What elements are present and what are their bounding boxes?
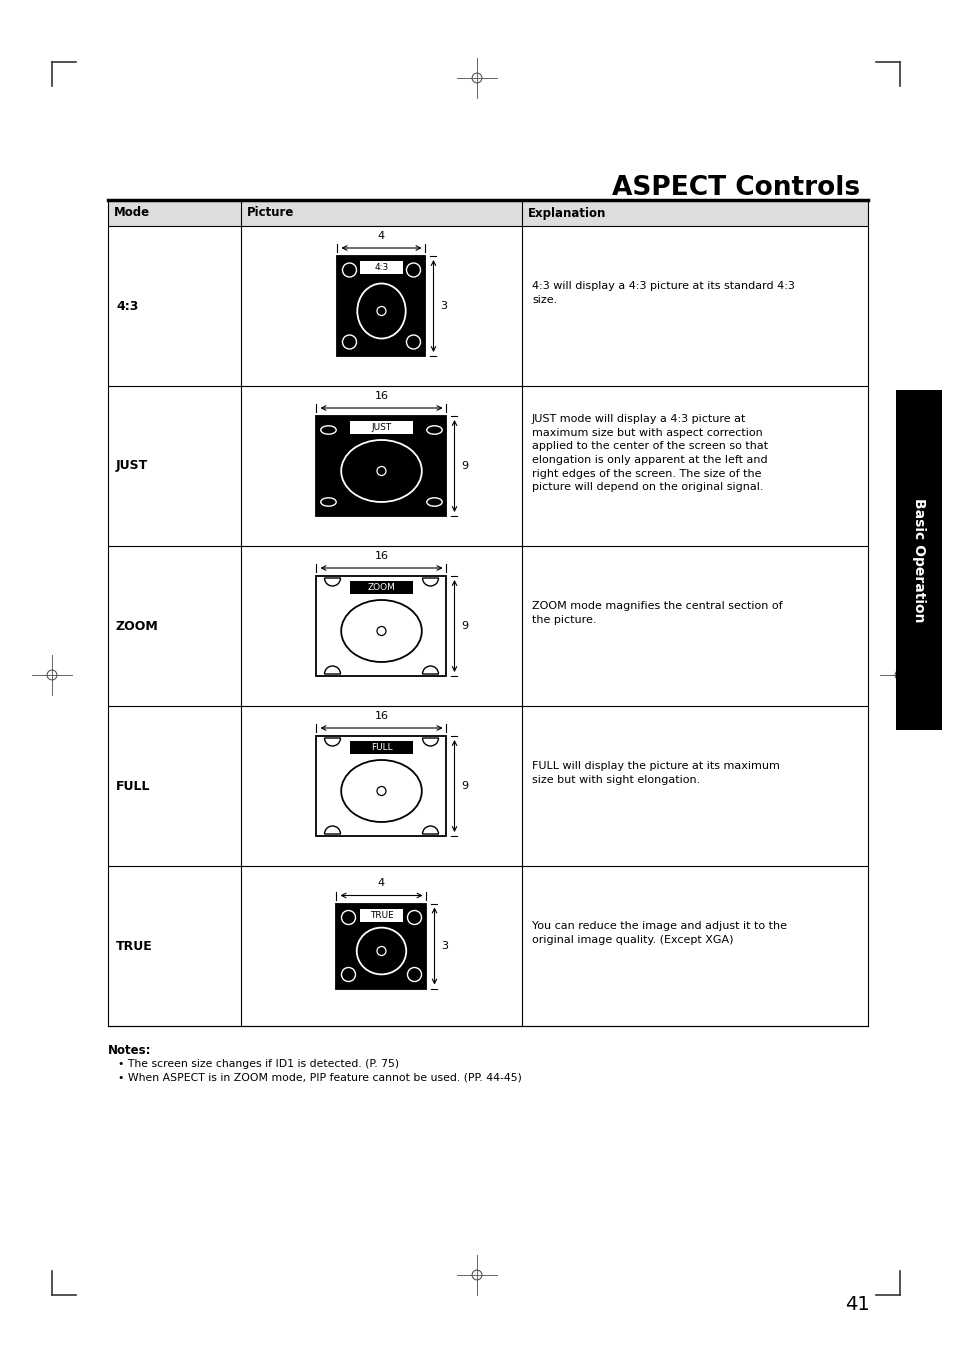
Text: 4:3 will display a 4:3 picture at its standard 4:3
size.: 4:3 will display a 4:3 picture at its st… <box>532 281 794 305</box>
Bar <box>350 581 413 594</box>
Text: ZOOM mode magnifies the central section of
the picture.: ZOOM mode magnifies the central section … <box>532 601 781 626</box>
Text: 3: 3 <box>441 942 448 951</box>
Text: ZOOM: ZOOM <box>367 584 395 592</box>
Text: JUST: JUST <box>116 459 148 473</box>
Text: FULL: FULL <box>116 780 151 793</box>
Text: 41: 41 <box>844 1296 869 1315</box>
Text: 4:3: 4:3 <box>116 300 138 312</box>
Text: Basic Operation: Basic Operation <box>911 497 925 623</box>
Text: 9: 9 <box>461 781 468 790</box>
Bar <box>108 200 867 226</box>
Bar <box>316 736 446 836</box>
Bar <box>360 261 402 274</box>
Text: 16: 16 <box>375 711 388 721</box>
Text: FULL: FULL <box>371 743 392 753</box>
Text: 16: 16 <box>375 390 388 401</box>
Bar <box>337 255 425 357</box>
Text: 3: 3 <box>440 301 447 311</box>
Text: 4: 4 <box>377 231 385 240</box>
Bar <box>359 908 403 921</box>
Text: JUST mode will display a 4:3 picture at
maximum size but with aspect correction
: JUST mode will display a 4:3 picture at … <box>532 415 767 492</box>
Bar <box>316 576 446 676</box>
Bar <box>350 422 413 434</box>
Text: 4:3: 4:3 <box>374 263 388 272</box>
Bar <box>316 416 446 516</box>
Text: Notes:: Notes: <box>108 1044 152 1056</box>
Text: 9: 9 <box>461 461 468 471</box>
Text: ASPECT Controls: ASPECT Controls <box>611 176 859 201</box>
Text: TRUE: TRUE <box>116 939 152 952</box>
Text: • The screen size changes if ID1 is detected. (P. 75): • The screen size changes if ID1 is dete… <box>118 1059 398 1069</box>
Text: JUST: JUST <box>371 423 392 432</box>
Text: 16: 16 <box>375 551 388 561</box>
Text: Explanation: Explanation <box>527 207 606 219</box>
Text: Mode: Mode <box>113 207 150 219</box>
Bar <box>895 390 941 730</box>
Text: Picture: Picture <box>247 207 294 219</box>
Text: 4: 4 <box>377 878 385 889</box>
Text: • When ASPECT is in ZOOM mode, PIP feature cannot be used. (PP. 44-45): • When ASPECT is in ZOOM mode, PIP featu… <box>118 1073 521 1084</box>
Text: 9: 9 <box>461 621 468 631</box>
Text: FULL will display the picture at its maximum
size but with sight elongation.: FULL will display the picture at its max… <box>532 762 779 785</box>
Bar <box>336 904 426 989</box>
Bar <box>350 740 413 754</box>
Text: You can reduce the image and adjust it to the
original image quality. (Except XG: You can reduce the image and adjust it t… <box>532 921 786 944</box>
Text: TRUE: TRUE <box>369 911 393 920</box>
Text: ZOOM: ZOOM <box>116 620 158 632</box>
